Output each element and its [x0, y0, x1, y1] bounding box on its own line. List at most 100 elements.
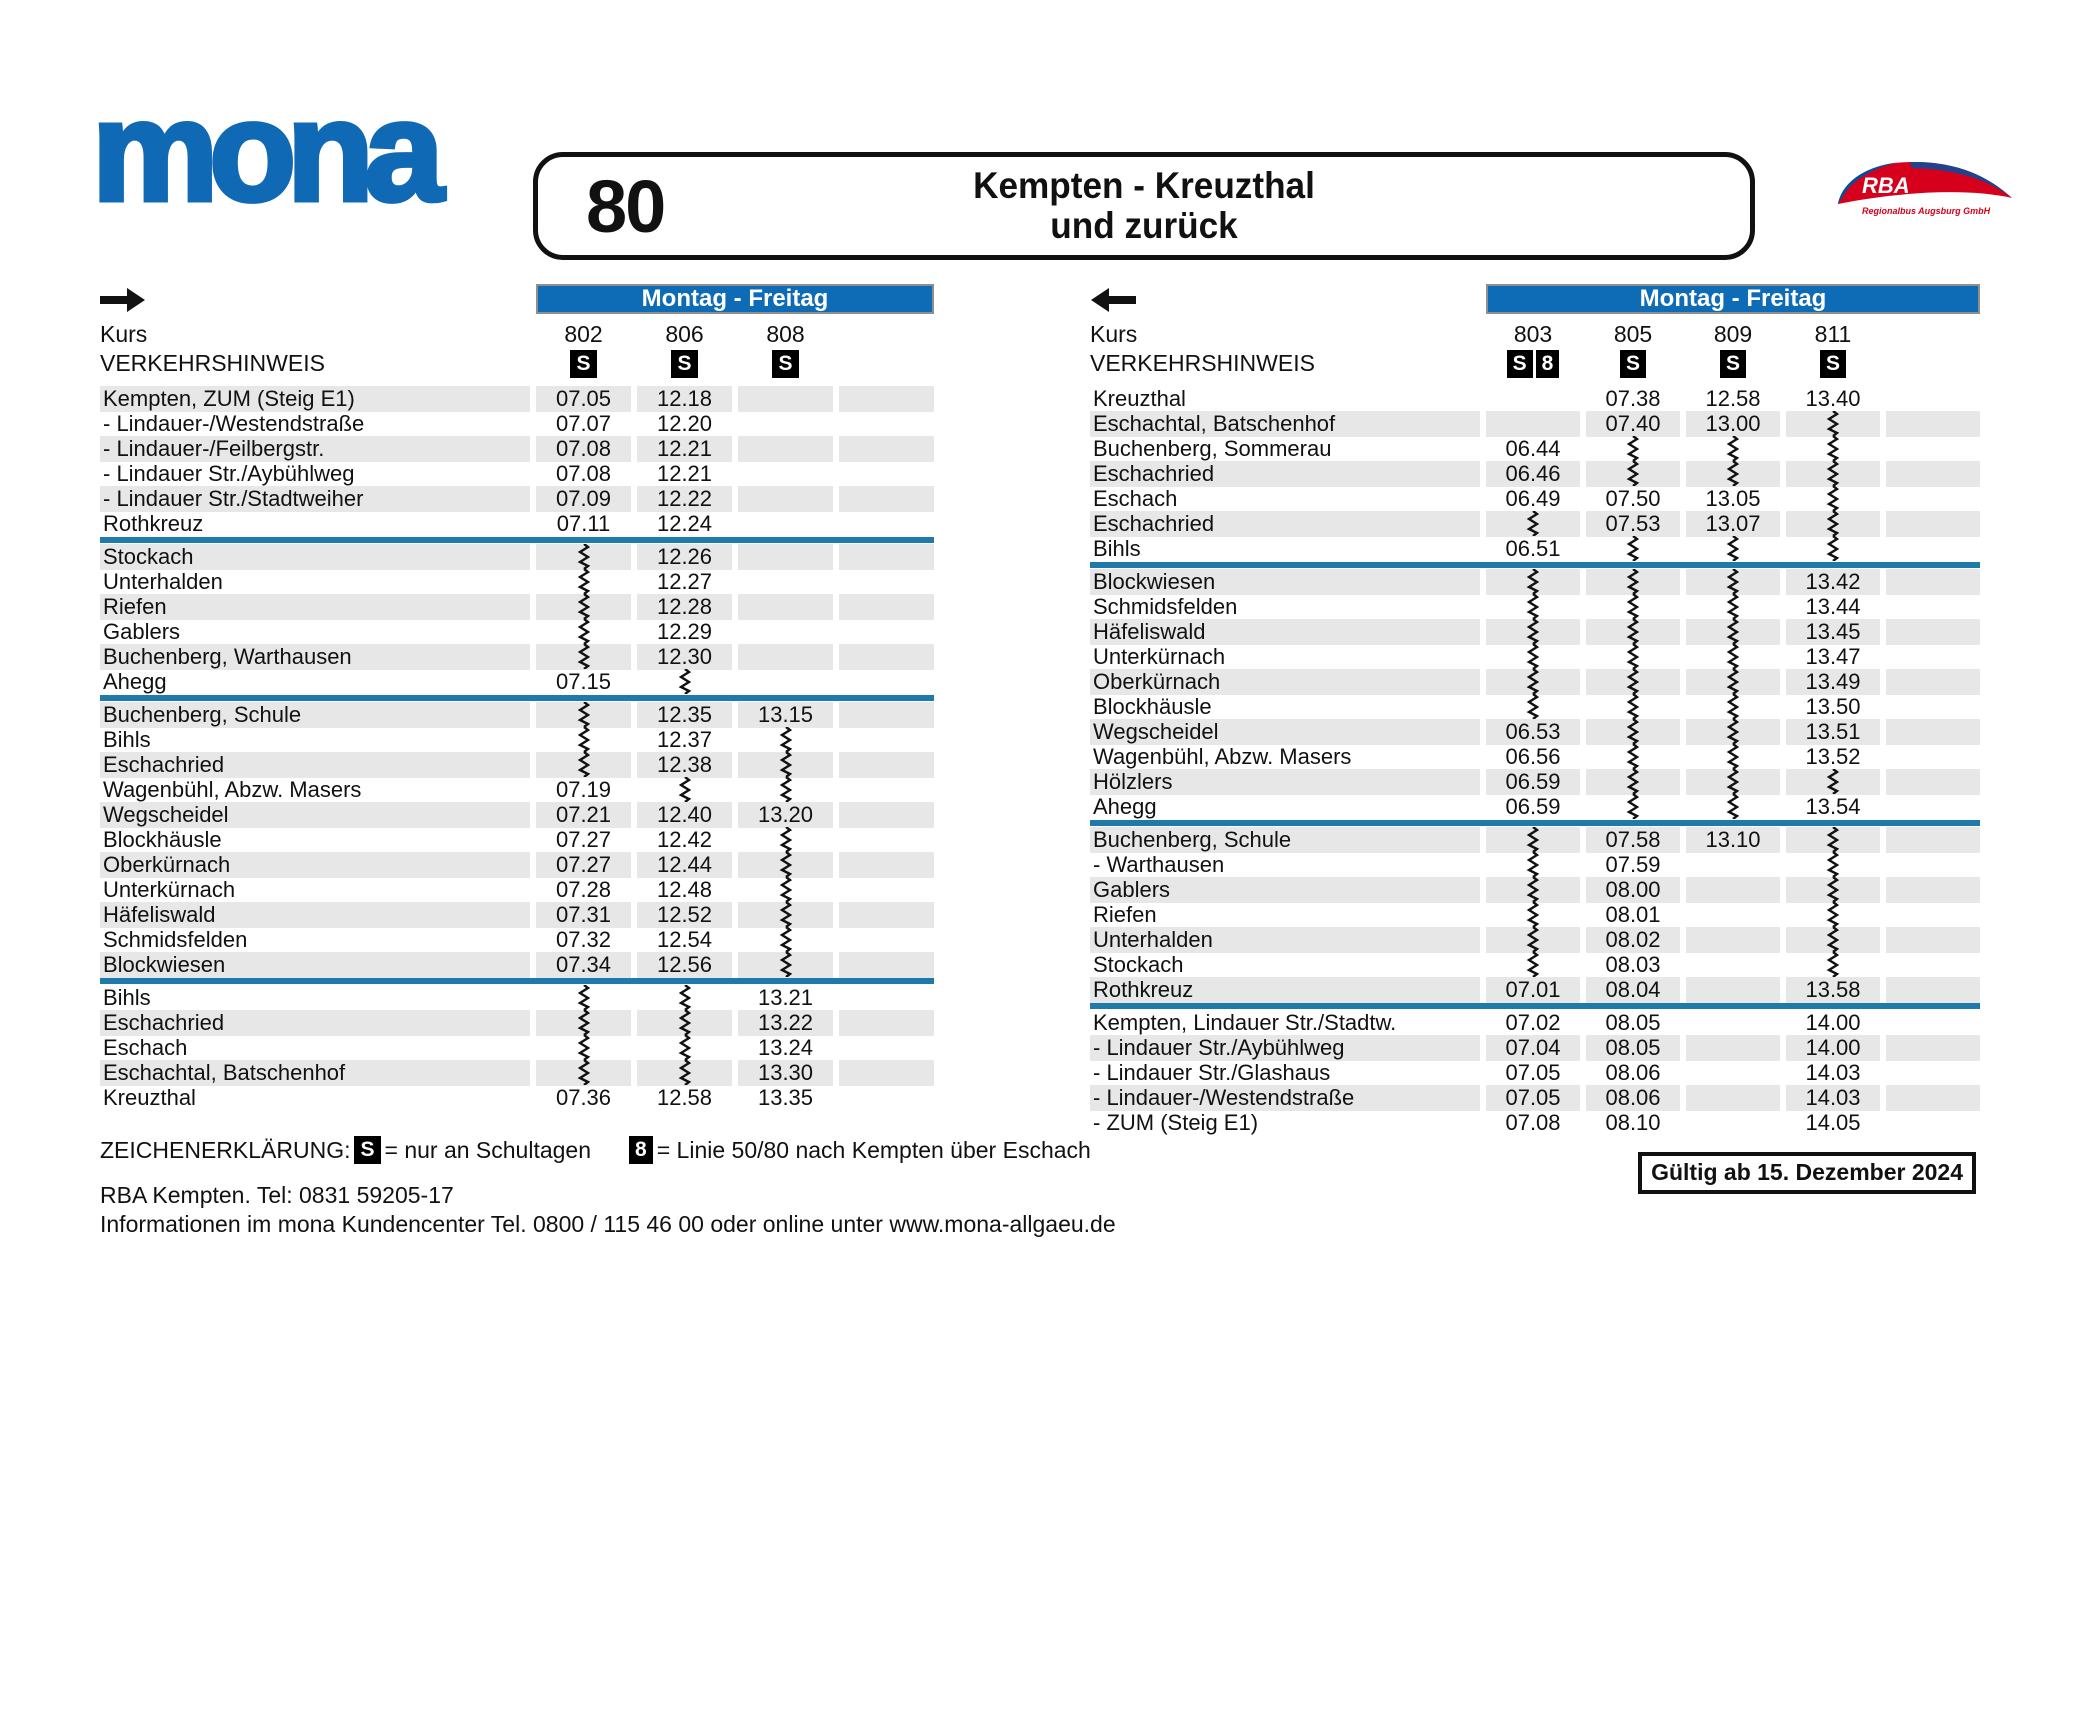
stop-name: Buchenberg, Warthausen — [100, 644, 530, 670]
stop-name: Häfeliswald — [100, 902, 530, 928]
time-cell — [1586, 669, 1680, 695]
verkehrshinweis-cell: S — [1786, 350, 1880, 378]
stop-name: Oberkürnach — [100, 852, 530, 878]
time-cell: 08.02 — [1586, 927, 1680, 953]
route-title-line1: Kempten - Kreuzthal — [973, 165, 1315, 206]
stop-name: - ZUM (Steig E1) — [1093, 1110, 1259, 1135]
stop-name: Ahegg — [1093, 794, 1157, 819]
time-cell: 13.42 — [1786, 569, 1880, 595]
school-days-badge: S — [570, 350, 597, 378]
verkehrshinweis-cell: S — [637, 350, 732, 378]
time-cell — [1886, 927, 1980, 953]
time-cell — [1786, 827, 1880, 853]
time-cell: 13.07 — [1686, 511, 1780, 537]
time-cell — [536, 544, 631, 570]
table-row: Buchenberg, Sommerau 06.44 — [1090, 436, 1980, 461]
time-cell: 06.59 — [1486, 769, 1580, 795]
time-cell — [738, 927, 833, 953]
stop-name: Blockhäusle — [1093, 694, 1212, 719]
stop-name: Buchenberg, Schule — [1090, 827, 1480, 853]
table-row: Ahegg 06.59 13.54 — [1090, 794, 1980, 819]
stop-name: Oberkürnach — [1090, 669, 1480, 695]
time-cell — [1886, 977, 1980, 1003]
time-cell: 12.18 — [637, 386, 732, 412]
time-cell — [1486, 386, 1580, 412]
time-cell — [1486, 927, 1580, 953]
time-cell — [1786, 769, 1880, 795]
time-cell: 07.36 — [555, 1085, 612, 1110]
zigzag-no-stop-icon — [1826, 511, 1840, 536]
time-cell — [738, 486, 833, 512]
time-cell — [1786, 411, 1880, 437]
time-cell: 13.35 — [757, 1085, 814, 1110]
stop-name: Gablers — [103, 619, 181, 644]
kurs-number: 806 — [665, 321, 704, 347]
table-row: Eschachtal, Batschenhof 13.30 — [100, 1060, 934, 1086]
table-row: Buchenberg, Schule 12.35 13.15 — [100, 702, 934, 728]
zigzag-no-stop-icon — [1526, 952, 1540, 977]
stop-name: - Lindauer Str./Stadtweiher — [100, 486, 530, 512]
time-cell — [536, 644, 631, 670]
zigzag-no-stop-icon — [779, 827, 792, 852]
time-cell — [839, 619, 934, 645]
table-row: Eschachried 13.22 — [100, 1010, 934, 1036]
route-title: Kempten - Kreuzthal und zurück — [568, 166, 1719, 246]
time-cell — [1486, 594, 1580, 620]
kurs-number: 803 — [1513, 321, 1553, 347]
time-cell — [1686, 794, 1780, 820]
time-cell — [1486, 952, 1580, 978]
stop-name: Unterkürnach — [1093, 644, 1226, 669]
time-cell — [839, 669, 934, 695]
time-cell: 07.53 — [1586, 511, 1680, 537]
time-cell: 07.38 — [1605, 386, 1661, 411]
school-days-badge: S — [1619, 350, 1646, 378]
section-separator — [100, 537, 934, 543]
table-row: Häfeliswald 07.31 12.52 — [100, 902, 934, 928]
time-cell: 07.01 — [1486, 977, 1580, 1003]
time-cell: 07.19 — [555, 777, 612, 802]
kurs-row: Kurs 803 805 809 811 — [1090, 315, 1980, 348]
time-cell: 12.48 — [656, 877, 713, 902]
time-cell — [1886, 619, 1980, 645]
zigzag-no-stop-icon — [1826, 411, 1840, 436]
table-row: Gablers 08.00 — [1090, 877, 1980, 903]
zigzag-no-stop-icon — [1626, 744, 1640, 769]
time-cell: 14.03 — [1805, 1060, 1861, 1085]
time-cell: 12.58 — [656, 1085, 713, 1110]
stop-name: Wagenbühl, Abzw. Masers — [1093, 744, 1352, 769]
zigzag-no-stop-icon — [577, 544, 590, 569]
time-cell — [839, 827, 934, 853]
table-row: - Lindauer Str./Stadtweiher 07.09 12.22 — [100, 486, 934, 512]
svg-text:Regionalbus Augsburg GmbH: Regionalbus Augsburg GmbH — [1862, 206, 1991, 216]
time-cell — [536, 727, 631, 753]
time-cell — [1686, 952, 1780, 978]
time-cell: 14.05 — [1805, 1110, 1861, 1135]
time-cell: 07.02 — [1505, 1010, 1561, 1035]
time-cell — [536, 569, 631, 595]
time-cell: 07.32 — [555, 927, 612, 952]
zigzag-no-stop-icon — [1526, 902, 1540, 927]
time-cell: 13.50 — [1805, 694, 1861, 719]
time-cell — [738, 411, 833, 437]
time-cell — [637, 777, 732, 803]
time-cell — [1886, 1110, 1980, 1136]
day-band: Montag - Freitag — [1486, 284, 1980, 314]
table-row: Wagenbühl, Abzw. Masers 06.56 13.52 — [1090, 744, 1980, 769]
contact-info: RBA Kempten. Tel: 0831 59205-17 Informat… — [100, 1181, 1116, 1239]
timetable-body: Kempten, ZUM (Steig E1) 07.05 12.18- Linda… — [100, 386, 934, 1110]
table-row: Riefen 12.28 — [100, 594, 934, 620]
table-row: Blockhäusle 13.50 — [1090, 694, 1980, 719]
zigzag-no-stop-icon — [1826, 852, 1840, 877]
time-cell — [1586, 694, 1680, 720]
time-cell — [1486, 411, 1580, 437]
zigzag-no-stop-icon — [678, 1010, 691, 1035]
time-cell — [637, 1010, 732, 1036]
time-cell — [1886, 669, 1980, 695]
time-cell — [839, 511, 934, 537]
direction-right-arrow-icon — [100, 288, 145, 312]
zigzag-no-stop-icon — [678, 1060, 691, 1085]
line-50-80-badge: 8 — [629, 1136, 653, 1164]
table-row: - Lindauer Str./Aybühlweg 07.08 12.21 — [100, 461, 934, 486]
zigzag-no-stop-icon — [1626, 569, 1640, 594]
zigzag-no-stop-icon — [1626, 436, 1640, 461]
